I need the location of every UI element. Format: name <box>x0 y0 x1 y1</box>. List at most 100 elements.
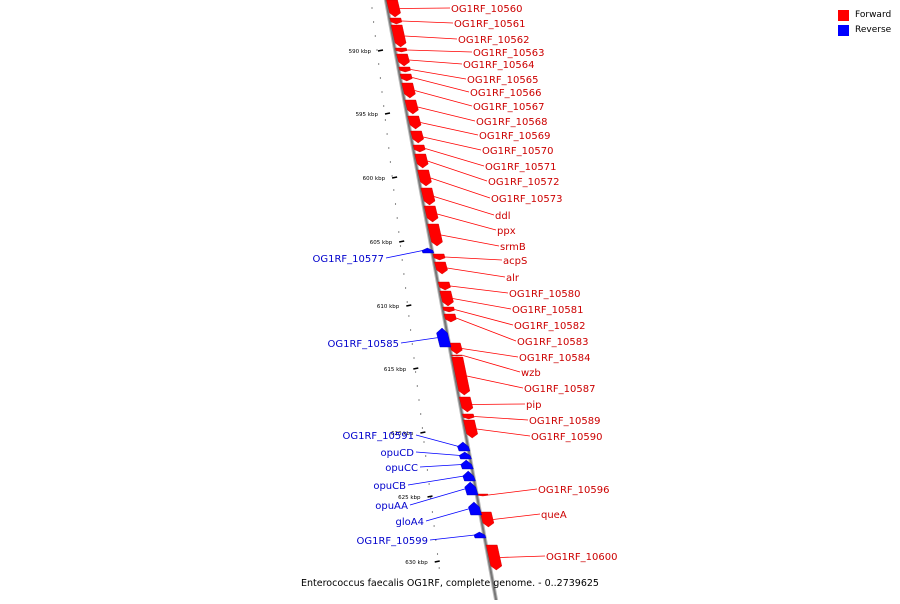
reverse-gene-arrow <box>462 470 476 482</box>
tick-label: 610 kbp <box>377 304 400 310</box>
reverse-gene-label: opuCB <box>373 481 406 492</box>
scale-dot <box>406 301 408 303</box>
reverse-gene-label: OG1RF_10599 <box>357 536 429 547</box>
forward-gene-arrow <box>439 290 454 307</box>
forward-gene-arrow <box>427 223 443 247</box>
label-leader-line <box>417 106 476 122</box>
forward-gene-label: ddl <box>495 211 510 222</box>
tick-mark <box>391 176 398 179</box>
forward-gene-arrow <box>449 342 463 355</box>
tick-label: 625 kbp <box>398 495 421 501</box>
label-leader-line <box>488 488 538 496</box>
label-leader-line <box>430 177 491 199</box>
scale-dot <box>401 259 403 261</box>
scale-dot <box>421 427 423 429</box>
forward-gene-arrow <box>412 144 426 153</box>
tick-label: 600 kbp <box>363 176 386 182</box>
label-leader-line <box>456 317 517 342</box>
tick-label: 615 kbp <box>384 367 407 373</box>
forward-gene-label: OG1RF_10563 <box>473 48 545 59</box>
scale-dot <box>426 469 428 471</box>
forward-swatch <box>838 9 849 21</box>
label-leader-line <box>423 136 482 151</box>
forward-gene-label: OG1RF_10589 <box>529 416 601 427</box>
tick-mark <box>377 49 384 52</box>
genome-caption: Enterococcus faecalis OG1RF, complete ge… <box>301 578 599 589</box>
scale-dot <box>376 49 378 51</box>
label-leader-line <box>410 69 467 80</box>
forward-gene-label: OG1RF_10573 <box>491 194 563 205</box>
forward-gene-arrow <box>458 396 474 413</box>
forward-gene-label: OG1RF_10562 <box>458 35 530 46</box>
label-leader-line <box>444 256 503 261</box>
reverse-gene-arrow <box>458 451 472 460</box>
scale-dot <box>433 525 435 527</box>
label-leader-line <box>433 196 495 216</box>
tick-mark <box>399 240 405 243</box>
scale-dot <box>411 343 413 345</box>
scale-dot <box>423 441 425 443</box>
scale-dot <box>408 315 410 317</box>
legend: Forward Reverse <box>838 8 891 38</box>
label-leader-line <box>466 375 524 389</box>
scale-dot <box>425 455 427 457</box>
forward-gene-arrow <box>396 53 410 67</box>
scale-dot <box>431 511 433 513</box>
label-leader-line <box>415 434 459 447</box>
label-leader-line <box>399 7 451 9</box>
reverse-gene-arrow <box>460 459 474 470</box>
reverse-gene-label: OG1RF_10585 <box>328 339 400 350</box>
scale-dot <box>418 399 420 401</box>
reverse-gene-label: OG1RF_10591 <box>343 431 415 442</box>
forward-gene-label: OG1RF_10568 <box>476 117 548 128</box>
forward-gene-arrow <box>434 261 448 275</box>
forward-gene-arrow <box>390 24 407 48</box>
reverse-gene-arrow <box>473 531 487 539</box>
genome-axis <box>384 0 498 604</box>
label-leader-line <box>425 508 471 522</box>
label-leader-line <box>437 213 497 231</box>
label-leader-line <box>415 451 461 456</box>
forward-gene-label: OG1RF_10570 <box>482 146 554 157</box>
tick-mark <box>384 112 391 115</box>
scale-dot <box>420 413 422 415</box>
forward-gene-arrow <box>451 354 463 357</box>
tick-mark <box>406 304 412 307</box>
reverse-swatch <box>838 24 849 36</box>
forward-gene-arrow <box>386 0 401 18</box>
forward-gene-label: OG1RF_10561 <box>454 19 526 30</box>
forward-gene-arrow <box>442 306 455 313</box>
tick-mark <box>427 495 433 498</box>
label-leader-line <box>462 355 521 373</box>
forward-gene-label: OG1RF_10567 <box>473 102 545 113</box>
scale-dot <box>389 161 391 163</box>
forward-gene-arrow <box>463 419 478 439</box>
forward-gene-label: OG1RF_10566 <box>470 88 542 99</box>
scale-dot <box>393 189 395 191</box>
label-leader-line <box>420 122 479 136</box>
label-leader-line <box>404 35 458 40</box>
forward-gene-arrow <box>417 169 432 187</box>
scale-dot <box>378 63 380 65</box>
label-leader-line <box>440 234 500 247</box>
label-leader-line <box>409 488 467 506</box>
forward-gene-arrow <box>404 99 419 115</box>
reverse-gene-arrow <box>468 501 482 516</box>
scale-dot <box>415 371 417 373</box>
forward-gene-label: OG1RF_10572 <box>488 177 560 188</box>
forward-gene-label: OG1RF_10560 <box>451 4 523 15</box>
reverse-gene-arrow <box>421 247 435 254</box>
label-leader-line <box>499 555 546 558</box>
forward-gene-label: OG1RF_10581 <box>512 305 584 316</box>
scale-dot <box>410 329 412 331</box>
forward-gene-arrow <box>395 47 408 53</box>
legend-label-reverse: Reverse <box>855 25 892 35</box>
forward-gene-arrow <box>414 153 429 169</box>
label-leader-line <box>401 20 454 24</box>
legend-item-reverse: Reverse <box>838 23 891 37</box>
scale-dot <box>379 77 381 79</box>
forward-gene-arrow <box>443 313 457 323</box>
forward-gene-label: OG1RF_10596 <box>538 485 610 496</box>
tick-label: 595 kbp <box>356 112 379 118</box>
reverse-gene-label: opuCC <box>385 463 418 474</box>
